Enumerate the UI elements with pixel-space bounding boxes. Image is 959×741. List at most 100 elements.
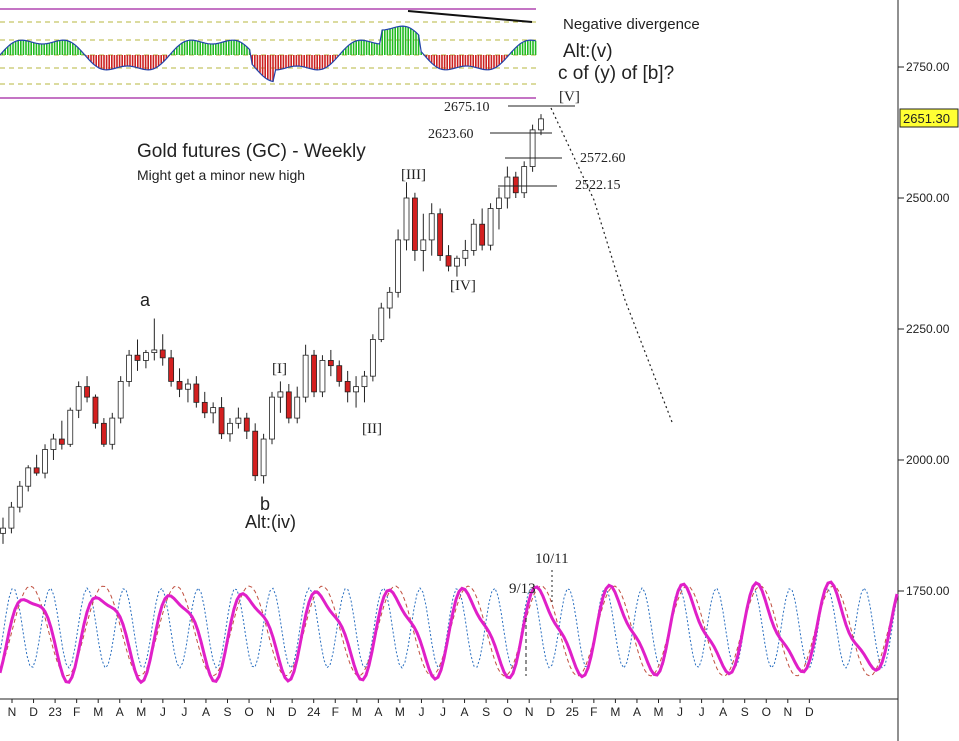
x-tick-label: O [762,705,771,719]
x-tick-label: A [633,705,641,719]
candle [235,407,242,429]
candle [302,344,309,403]
cycle-date-label-2: 10/11 [535,551,569,567]
x-tick-label: J [181,705,187,719]
x-tick-label: S [223,705,231,719]
time-axis: N D 23 F M A M J J A S O N D 24 F M A M J J A S O N D 25 F M A M J J A S O N… [8,699,814,719]
candle [269,391,275,445]
y-tick-label: 2000.00 [906,453,950,467]
candle [210,402,217,424]
candle [344,370,351,403]
x-tick-label: A [719,705,727,719]
y-tick-label: 2250.00 [906,322,950,336]
price-axis: 1750.00 2000.00 2250.00 2500.00 2750.00 [898,60,950,598]
level-label-2522: 2522.15 [575,178,621,193]
candle [462,239,469,267]
candle [201,391,208,419]
x-tick-label: N [266,705,275,719]
x-tick-label: O [244,705,253,719]
wave-label-alt-iv: Alt:(iv) [245,512,296,532]
x-tick-label: S [741,705,749,719]
candle [420,213,427,272]
x-tick-label: O [503,705,512,719]
x-tick-label: J [160,705,166,719]
candle [353,376,359,408]
x-tick-label: N [8,705,17,719]
y-tick-label: 2500.00 [906,191,950,205]
candle [378,302,385,343]
x-tick-label: N [525,705,534,719]
wave-label-V: [V] [559,89,580,105]
x-tick-label: J [677,705,683,719]
x-tick-label: F [590,705,597,719]
wave-label-IV: [IV] [450,278,476,294]
candle [327,349,334,377]
candle [8,501,15,534]
x-tick-label: F [73,705,80,719]
osc-signal-line [0,25,536,83]
candle [92,394,99,429]
last-price-label: 2651.30 [903,111,950,126]
x-tick-label: 23 [48,705,62,719]
candle [521,161,528,198]
x-tick-label: D [805,705,814,719]
x-tick-label: M [610,705,620,719]
candle [311,349,317,398]
x-tick-label: M [654,705,664,719]
candle [361,370,368,403]
candle [134,339,141,371]
candle [445,245,452,272]
x-tick-label: N [783,705,792,719]
candle [185,378,191,403]
projection-path [550,107,673,423]
candle [84,376,90,403]
x-tick-label: 24 [307,705,321,719]
chart-subtitle: Might get a minor new high [137,167,305,183]
candle [75,381,82,419]
candle [336,360,343,387]
wave-label-alt-v: Alt:(v) [563,41,613,62]
x-tick-label: D [546,705,555,719]
y-tick-label: 2750.00 [906,60,950,74]
candle [386,287,393,319]
candle [369,334,376,382]
candlestick-series [0,114,544,544]
x-tick-label: 25 [566,705,580,719]
candle [176,368,183,398]
x-tick-label: J [418,705,424,719]
x-tick-label: A [374,705,382,719]
candle [437,208,444,261]
candle [50,433,57,460]
candle [100,418,107,447]
x-tick-label: M [352,705,362,719]
wave-label-I: [I] [272,361,287,377]
candle [285,384,292,424]
x-tick-label: M [93,705,103,719]
x-tick-label: A [116,705,124,719]
x-tick-label: D [288,705,297,719]
wave-label-a: a [140,290,151,310]
x-tick-label: M [136,705,146,719]
candle [512,171,519,198]
divergence-line [407,10,533,23]
candle [470,218,477,256]
x-tick-label: S [482,705,490,719]
candle [33,454,40,476]
cycle-composite [0,580,899,685]
candle [294,386,301,424]
candle [529,124,536,172]
wave-label-II: [II] [362,421,382,437]
wave-label-c-of-y: c of (y) of [b]? [558,63,674,84]
level-label-2675: 2675.10 [444,100,490,115]
wave-label-III: [III] [401,167,426,183]
level-label-2623: 2623.60 [428,127,474,142]
candle [0,517,6,544]
candle [58,420,65,450]
x-tick-label: A [461,705,469,719]
cycle-panel [0,580,899,685]
candle [504,166,511,209]
x-tick-label: F [332,705,339,719]
candle [42,444,48,479]
candle [277,381,284,413]
